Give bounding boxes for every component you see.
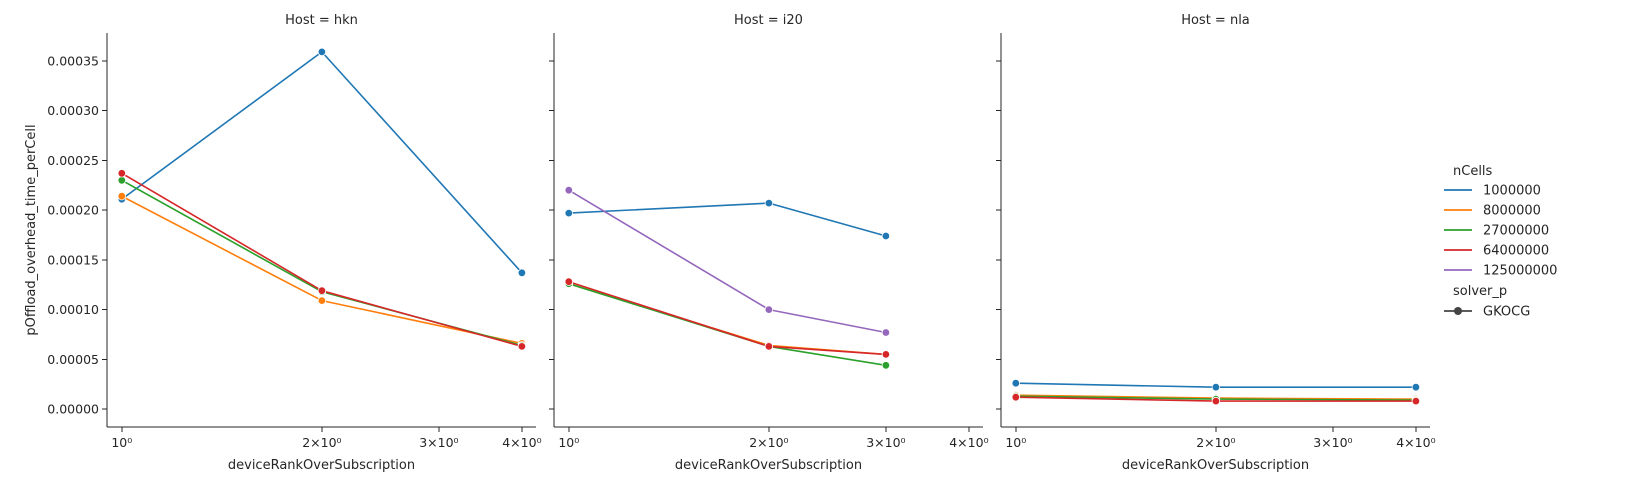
data-point-64000000 [517, 342, 527, 351]
y-tick-label: 0.00035 [47, 53, 99, 68]
y-tick-label: 0.00025 [47, 153, 99, 168]
data-point-64000000 [317, 286, 327, 295]
series-line-1000000 [568, 202, 887, 237]
legend-label: 8000000 [1483, 204, 1541, 219]
data-point-64000000 [1411, 396, 1421, 406]
x-tick-label: 2×10⁰ [302, 435, 341, 450]
x-tick-label: 4×10⁰ [949, 435, 988, 450]
data-point-8000000 [317, 296, 327, 305]
y-tick-label: 0.00020 [47, 203, 99, 218]
x-tick-label: 4×10⁰ [1396, 435, 1435, 450]
x-tick-label: 10⁰ [111, 435, 132, 450]
data-point-125000000 [881, 328, 891, 337]
panel-title: Host = nla [1181, 13, 1250, 28]
data-point-64000000 [764, 342, 774, 351]
data-point-1000000 [564, 208, 573, 218]
x-tick-label: 10⁰ [558, 435, 579, 450]
y-tick-label: 0.00030 [47, 103, 99, 118]
legend-label: GKOCG [1483, 305, 1530, 320]
data-point-1000000 [1411, 383, 1421, 392]
legend: nCells 1000000 8000000 27000000 64000000 1250… [1444, 164, 1557, 320]
data-point-1000000 [764, 198, 774, 208]
legend-label: 27000000 [1483, 224, 1549, 239]
panel-3: Host = nla 10⁰ 2×10⁰ 3×10⁰ 4×10⁰ deviceRankOv… [996, 13, 1436, 473]
panel-1: Host = hkn 0.00000 0.00005 0.00010 0.00015 0.… [47, 13, 541, 473]
y-tick-label: 0.00000 [47, 402, 99, 417]
series-line-8000000 [568, 282, 886, 356]
series-line-1000000 [121, 51, 523, 274]
x-tick-label: 3×10⁰ [419, 435, 458, 450]
x-tick-label: 10⁰ [1005, 435, 1026, 450]
series-line-64000000 [121, 172, 523, 348]
series-line-8000000 [121, 195, 523, 345]
series-line-27000000 [568, 282, 887, 367]
panel-title: Host = hkn [285, 13, 358, 28]
data-point-64000000 [1011, 393, 1020, 402]
data-point-64000000 [1211, 396, 1221, 406]
data-point-1000000 [1011, 379, 1020, 388]
data-point-125000000 [764, 305, 774, 314]
x-tick-label: 4×10⁰ [502, 435, 541, 450]
data-point-1000000 [517, 268, 527, 277]
x-tick-label: 3×10⁰ [866, 435, 905, 450]
data-point-1000000 [881, 231, 891, 241]
data-point-64000000 [564, 277, 573, 286]
series-line-125000000 [568, 189, 887, 334]
x-tick-label: 2×10⁰ [1196, 435, 1235, 450]
legend-label: 64000000 [1483, 244, 1549, 259]
data-point-64000000 [881, 350, 891, 359]
x-axis-label: deviceRankOverSubscription [1122, 458, 1309, 473]
x-axis-label: deviceRankOverSubscription [675, 458, 862, 473]
data-point-27000000 [881, 361, 891, 370]
legend-subtitle: solver_p [1453, 284, 1507, 299]
y-tick-label: 0.00010 [47, 302, 99, 317]
x-tick-label: 2×10⁰ [749, 435, 788, 450]
legend-label: 125000000 [1483, 264, 1557, 279]
y-tick-label: 0.00005 [47, 352, 99, 367]
data-point-125000000 [564, 185, 573, 195]
data-point-8000000 [117, 191, 126, 201]
data-point-1000000 [317, 47, 327, 57]
x-axis-label: deviceRankOverSubscription [228, 458, 415, 473]
panel-2: Host = i20 10⁰ 2×10⁰ 3×10⁰ 4×10⁰ deviceRankOv… [549, 13, 989, 473]
data-point-27000000 [117, 176, 126, 185]
legend-marker [1454, 307, 1462, 315]
x-tick-label: 3×10⁰ [1313, 435, 1352, 450]
data-point-64000000 [117, 169, 126, 178]
series-line-27000000 [121, 179, 523, 347]
panel-title: Host = i20 [734, 13, 803, 28]
legend-label: 1000000 [1483, 184, 1541, 199]
y-tick-label: 0.00015 [47, 252, 99, 267]
y-axis-label: pOffload_overhead_time_perCell [24, 124, 39, 335]
legend-title: nCells [1453, 164, 1493, 179]
series-line-64000000 [568, 280, 886, 356]
data-point-1000000 [1211, 383, 1221, 392]
